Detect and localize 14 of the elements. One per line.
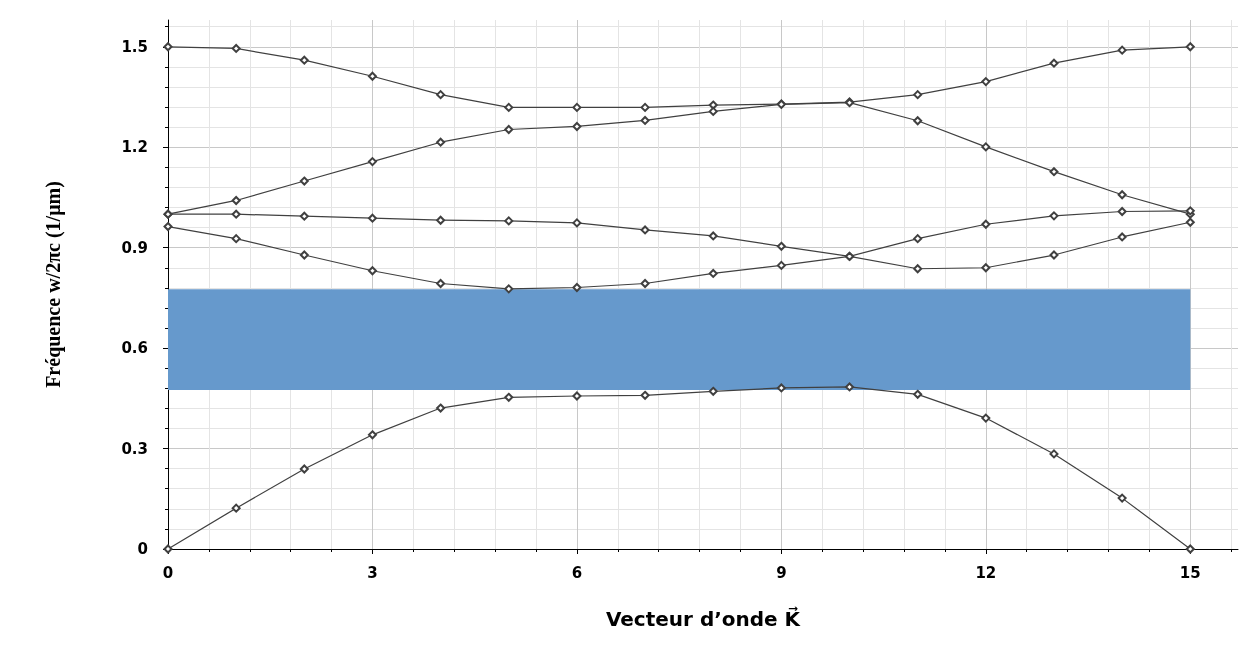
x-tick-label: 0 xyxy=(162,563,174,582)
x-tick-label: 15 xyxy=(1179,563,1201,582)
y-tick-label: 0 xyxy=(137,540,148,558)
x-tick-label: 12 xyxy=(975,563,997,582)
y-tick-label: 0.3 xyxy=(121,439,148,458)
y-tick-label: 0.9 xyxy=(121,238,148,257)
y-tick-label: 1.2 xyxy=(121,138,148,157)
x-tick-label: 6 xyxy=(571,563,583,582)
x-tick-label: 3 xyxy=(367,563,378,582)
y-axis-title: Fréquence w/2πc (1/μm) xyxy=(42,181,65,388)
x-axis-title: Vecteur d’onde K⃗ xyxy=(605,606,802,631)
y-tick-label: 1.5 xyxy=(121,37,148,56)
y-tick-label: 0.6 xyxy=(121,339,148,358)
x-tick-label: 9 xyxy=(776,563,787,582)
